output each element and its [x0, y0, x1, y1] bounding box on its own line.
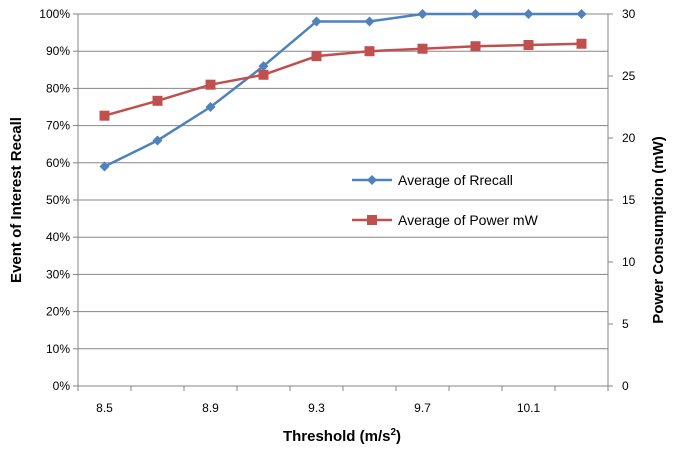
series-line-1: [104, 42, 582, 117]
data-point-power: [205, 79, 216, 90]
x-tick-label: 9.3: [308, 401, 325, 415]
data-point-power: [523, 40, 534, 50]
legend-marker-power: [367, 215, 377, 225]
left-tick-label: 80%: [46, 81, 70, 95]
x-tick-label: 10.1: [517, 401, 541, 415]
gridlines: [78, 50, 608, 350]
left-tick-label: 20%: [46, 305, 70, 319]
left-tick-label: 100%: [39, 7, 70, 21]
left-axis-ticks: 0% 10% 20% 30% 40% 50% 60% 70% 80% 90% 100%: [39, 7, 78, 393]
series-line-0: [103, 12, 582, 168]
data-point-power: [417, 43, 428, 54]
data-point-recall: [576, 9, 587, 19]
x-tick-label: 8.9: [202, 401, 219, 415]
data-point-power: [311, 51, 322, 62]
data-point-power: [470, 41, 481, 52]
left-tick-label: 60%: [46, 156, 70, 170]
y-axis-right-title: Power Consumption (mW): [650, 136, 667, 324]
legend-label-power: Average of Power mW: [398, 212, 539, 228]
data-point-recall: [99, 161, 110, 172]
x-axis-title: Threshold (m/s2): [283, 427, 401, 445]
x-axis-title-superscript: 2: [390, 427, 396, 438]
series-group: [99, 9, 587, 172]
data-point-power: [576, 38, 587, 49]
right-tick-label: 5: [622, 317, 629, 331]
left-tick-label: 40%: [46, 230, 70, 244]
left-tick-label: 90%: [46, 44, 70, 58]
data-point-recall: [417, 9, 428, 19]
x-axis-title-end: ): [396, 428, 401, 445]
data-point-recall: [311, 16, 322, 27]
data-point-power: [364, 46, 375, 57]
left-tick-label: 10%: [46, 342, 70, 356]
left-tick-label: 70%: [46, 119, 70, 133]
legend: Average of Rrecall Average of Power mW: [352, 172, 539, 228]
data-point-recall: [364, 16, 375, 27]
data-point-recall: [205, 102, 216, 112]
x-axis-title-main: Threshold (m/s: [283, 428, 391, 445]
x-tick-label: 9.7: [414, 401, 431, 415]
right-tick-label: 0: [622, 379, 629, 393]
legend-label-recall: Average of Rrecall: [398, 172, 513, 188]
left-tick-label: 50%: [46, 193, 70, 207]
data-point-recall: [523, 9, 534, 19]
data-point-recall: [152, 135, 163, 146]
right-tick-label: 10: [622, 255, 636, 269]
legend-item-recall: Average of Rrecall: [352, 172, 513, 188]
x-axis-ticks: 8.5 8.9 9.3 9.7 10.1: [77, 386, 609, 415]
y-axis-left-title: Event of Interest Recall: [8, 117, 25, 283]
right-axis-ticks: 0 5 10 15 20 25 30: [608, 7, 636, 393]
right-tick-label: 20: [622, 131, 636, 145]
right-tick-label: 25: [622, 69, 636, 83]
data-point-power: [99, 110, 110, 121]
left-tick-label: 30%: [46, 267, 70, 281]
x-tick-label: 8.5: [96, 401, 113, 415]
data-point-power: [152, 95, 163, 106]
legend-marker-recall: [367, 175, 377, 185]
right-tick-label: 15: [622, 193, 636, 207]
right-tick-label: 30: [622, 7, 636, 21]
data-point-power: [258, 69, 269, 80]
left-tick-label: 0%: [53, 379, 71, 393]
data-point-recall: [470, 9, 481, 19]
legend-item-power: Average of Power mW: [352, 212, 539, 228]
data-point-recall: [258, 61, 269, 72]
